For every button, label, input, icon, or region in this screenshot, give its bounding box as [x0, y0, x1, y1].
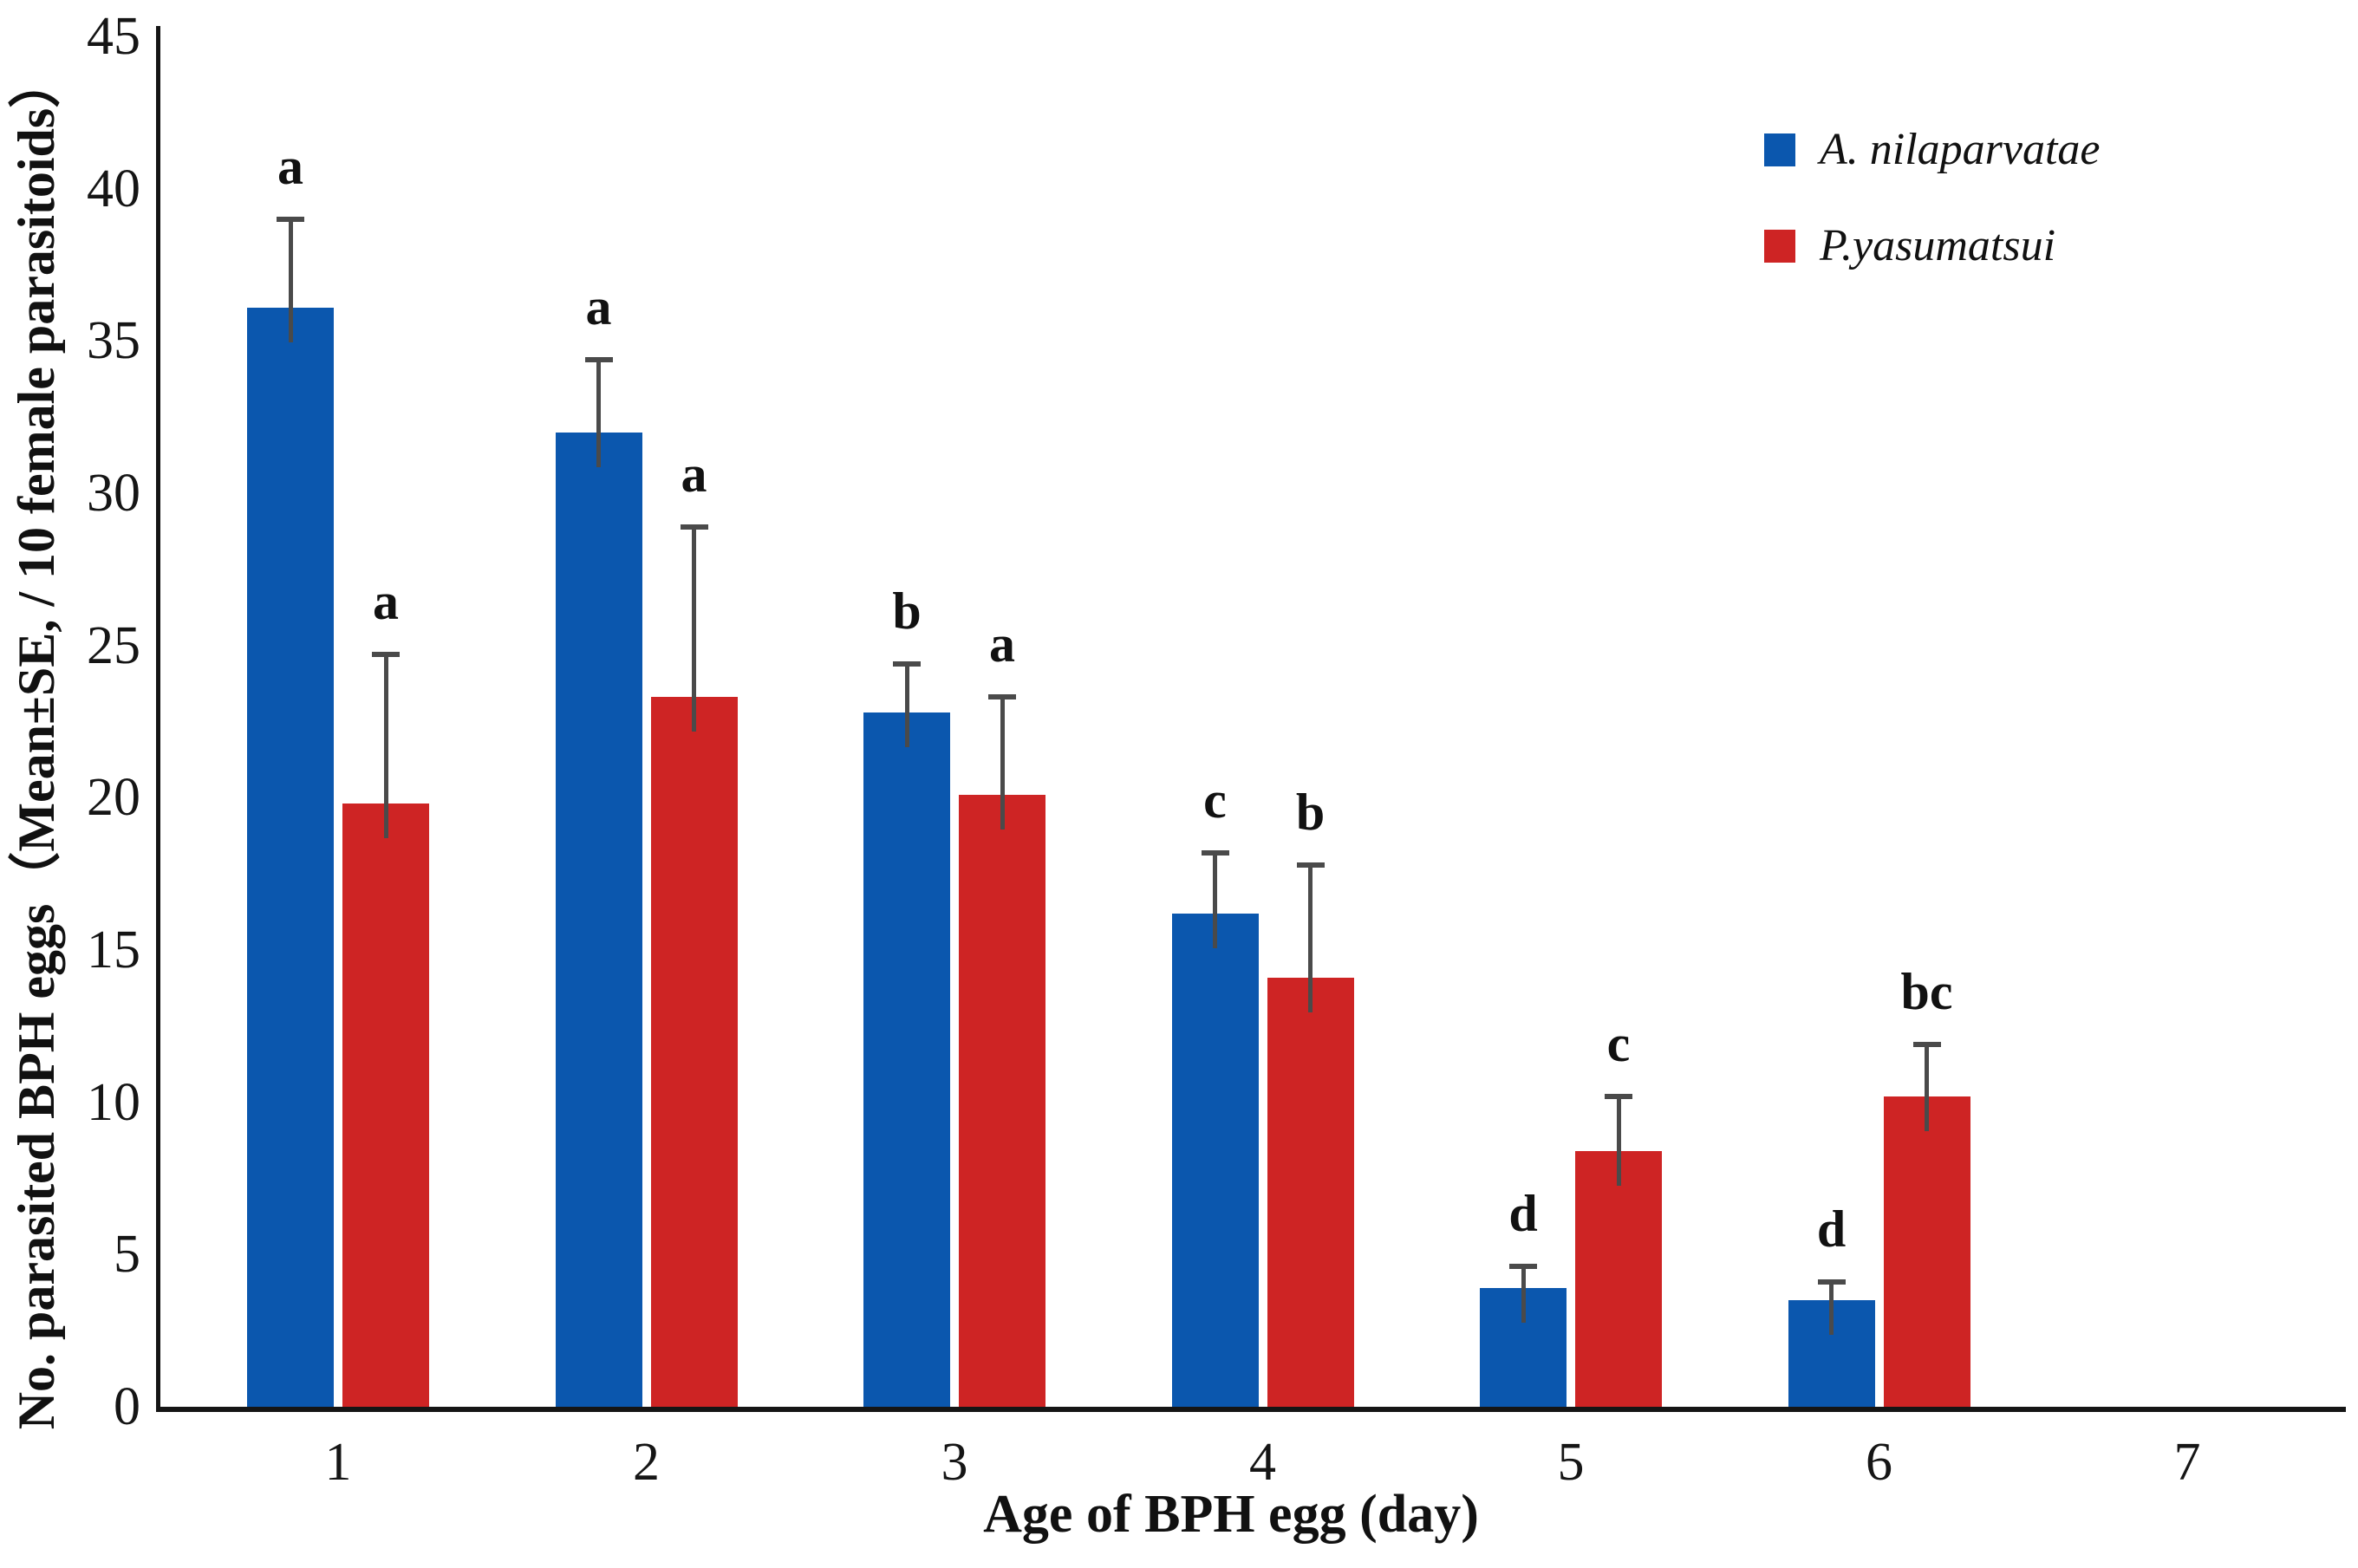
sig-letter-series2-day5: c [1606, 1014, 1631, 1072]
error-bar-series2-day2 [692, 526, 696, 732]
sig-letter-series1-day6: d [1816, 1200, 1847, 1258]
bar-series2-day5 [1575, 1150, 1662, 1407]
bar-series2-day2 [650, 697, 738, 1407]
sig-letter-series1-day5: d [1508, 1185, 1538, 1243]
y-tick-label-10: 10 [87, 1072, 140, 1132]
error-bar-cap-series2-day2 [680, 524, 708, 530]
error-bar-series2-day6 [1925, 1044, 1929, 1131]
bar-series1-day2 [555, 432, 642, 1407]
y-tick-label-5: 5 [114, 1225, 140, 1285]
legend-swatch-blue [1764, 133, 1795, 166]
error-bar-series2-day5 [1616, 1096, 1621, 1186]
y-tick-label-40: 40 [87, 159, 140, 218]
legend-item-p-yasumatsui: P.yasumatsui [1764, 220, 2101, 271]
legend-swatch-red [1764, 229, 1795, 263]
error-bar-cap-series2-day3 [988, 694, 1016, 700]
y-tick-label-45: 45 [87, 7, 140, 67]
y-axis-line [156, 26, 160, 1410]
bar-series2-day4 [1267, 977, 1354, 1407]
y-tick-label-20: 20 [87, 768, 140, 828]
legend: A. nilaparvatae P.yasumatsui [1764, 124, 2101, 316]
error-bar-cap-series1-day1 [277, 216, 304, 222]
bar-series1-day4 [1171, 913, 1259, 1407]
sig-letter-series2-day4: b [1295, 783, 1326, 841]
bar-series1-day1 [247, 307, 334, 1407]
error-bar-series1-day5 [1521, 1266, 1526, 1323]
sig-letter-series1-day2: a [585, 277, 612, 335]
error-bar-series2-day1 [383, 654, 388, 839]
error-bar-series1-day3 [904, 663, 909, 748]
error-bar-cap-series2-day4 [1296, 862, 1325, 868]
sig-letter-series1-day4: c [1203, 771, 1227, 829]
sig-letter-series2-day3: a [989, 615, 1015, 673]
error-bar-cap-series2-day5 [1605, 1093, 1632, 1099]
legend-item-a-nilaparvatae: A. nilaparvatae [1764, 124, 2101, 175]
x-axis-line [156, 1407, 2346, 1412]
error-bar-series1-day4 [1213, 852, 1217, 948]
y-tick-label-15: 15 [87, 921, 140, 980]
sig-letter-series2-day2: a [681, 445, 707, 503]
sig-letter-series2-day1: a [373, 573, 399, 631]
x-axis-title: Age of BPH egg (day) [983, 1485, 1479, 1544]
y-tick-label-30: 30 [87, 464, 140, 524]
x-tick-label-1: 1 [324, 1433, 352, 1492]
sig-letter-series2-day6: bc [1900, 962, 1953, 1020]
error-bar-cap-series2-day6 [1912, 1041, 1941, 1047]
legend-label-p-yasumatsui: P.yasumatsui [1820, 221, 2056, 270]
bar-series2-day1 [342, 804, 429, 1407]
x-tick-label-7: 7 [2173, 1433, 2201, 1492]
x-tick-label-6: 6 [1866, 1433, 1892, 1492]
error-bar-cap-series1-day5 [1509, 1264, 1537, 1270]
error-bar-series2-day3 [1000, 697, 1005, 830]
bar-series2-day3 [959, 794, 1045, 1407]
x-tick-label-2: 2 [633, 1433, 660, 1492]
y-tick-label-0: 0 [114, 1377, 140, 1436]
y-tick-label-25: 25 [87, 615, 140, 675]
x-tick-label-3: 3 [941, 1433, 968, 1492]
error-bar-series1-day1 [288, 218, 293, 342]
bar-series2-day6 [1883, 1096, 1970, 1407]
error-bar-cap-series2-day1 [372, 652, 400, 658]
error-bar-cap-series1-day2 [584, 356, 613, 362]
error-bar-cap-series1-day6 [1817, 1278, 1846, 1285]
error-bar-series1-day2 [596, 359, 601, 467]
legend-label-a-nilaparvatae: A. nilaparvatae [1820, 125, 2101, 174]
error-bar-series2-day4 [1308, 864, 1313, 1012]
error-bar-cap-series1-day4 [1201, 849, 1229, 856]
sig-letter-series1-day1: a [277, 137, 303, 195]
bar-series1-day3 [863, 712, 950, 1407]
x-tick-label-4: 4 [1249, 1433, 1276, 1492]
x-tick-label-5: 5 [1557, 1433, 1585, 1492]
error-bar-cap-series1-day3 [893, 660, 921, 667]
y-tick-label-35: 35 [87, 311, 140, 371]
error-bar-series1-day6 [1829, 1281, 1834, 1336]
sig-letter-series1-day3: b [892, 582, 922, 640]
